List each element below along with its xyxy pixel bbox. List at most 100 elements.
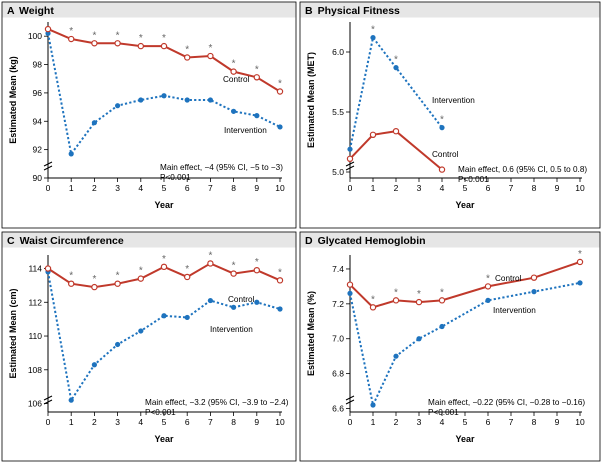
x-tick-label: 3 <box>115 183 120 193</box>
x-tick-label: 5 <box>162 183 167 193</box>
panel-header-band <box>300 2 600 18</box>
control-point <box>183 54 191 61</box>
control-point <box>392 297 400 304</box>
control-label: Control <box>228 295 255 304</box>
intervention-point <box>393 65 399 71</box>
y-tick-label: 96 <box>33 88 43 98</box>
significance-star: * <box>394 55 398 66</box>
panel-letter: B <box>305 5 313 17</box>
intervention-point <box>277 306 283 312</box>
control-point <box>207 260 214 267</box>
y-tick-label: 108 <box>28 365 42 375</box>
control-point <box>415 298 423 306</box>
main-effect-annotation: P<0.001 <box>458 175 489 184</box>
panel-title: D Glycated Hemoglobin <box>305 235 426 247</box>
intervention-point <box>115 341 121 348</box>
significance-star: * <box>440 115 444 126</box>
control-line <box>349 130 443 171</box>
x-tick-label: 7 <box>509 183 514 193</box>
axis-break-mark <box>345 395 355 405</box>
intervention-point <box>254 113 260 119</box>
x-tick-label: 5 <box>463 417 468 427</box>
panel-title-text: Physical Fitness <box>318 5 400 17</box>
x-tick-label: 4 <box>138 183 143 193</box>
intervention-point <box>531 289 537 295</box>
control-point <box>137 275 144 282</box>
y-tick-label: 5.5 <box>332 107 344 117</box>
intervention-point <box>184 314 190 321</box>
y-tick-label: 112 <box>28 297 42 307</box>
main-effect-annotation: P<0.001 <box>428 408 459 417</box>
y-tick-label: 6.0 <box>332 47 344 57</box>
x-axis-title: Year <box>455 434 475 444</box>
significance-star: * <box>232 59 236 70</box>
x-tick-label: 5 <box>162 417 167 427</box>
y-axis-title: Estimated Mean (kg) <box>8 56 18 144</box>
intervention-point <box>161 313 167 319</box>
panel-header-band <box>300 232 600 248</box>
main-effect-annotation: Main effect, 0.6 (95% CI, 0.5 to 0.8) <box>458 165 587 174</box>
control-point <box>392 127 400 135</box>
intervention-point <box>115 103 121 109</box>
significance-star: * <box>208 43 212 54</box>
x-tick-label: 9 <box>555 417 560 427</box>
x-tick-label: 10 <box>275 417 285 427</box>
axis-break-mark <box>43 161 53 171</box>
intervention-point <box>347 290 353 296</box>
panel-title-text: Waist Circumference <box>20 235 124 247</box>
panel-b: B Physical Fitness 5.0 5.5 6.0 0 1 2 3 4 5 6 7 8 9 10 Ye… <box>299 1 601 229</box>
x-tick-label: 3 <box>115 417 120 427</box>
intervention-point <box>416 336 422 342</box>
significance-star: * <box>371 294 375 305</box>
panel-d: D Glycated Hemoglobin 6.6 6.8 7.0 7.2 7.4 0 1 2 3 4… <box>299 231 601 462</box>
x-tick-label: 1 <box>69 417 74 427</box>
panel-letter: A <box>7 5 15 17</box>
significance-star: * <box>371 25 375 36</box>
x-tick-label: 10 <box>575 183 585 193</box>
control-point <box>346 155 354 162</box>
significance-star: * <box>440 287 444 298</box>
control-point <box>438 297 446 304</box>
x-tick-label: 6 <box>486 183 491 193</box>
x-tick-label: 7 <box>208 417 213 427</box>
panel-header-band <box>2 232 296 248</box>
significance-star: * <box>278 78 282 89</box>
x-tick-label: 8 <box>532 183 537 193</box>
control-point <box>91 40 98 47</box>
y-tick-label: 7.0 <box>332 334 344 344</box>
y-tick-label: 6.8 <box>332 369 344 379</box>
x-tick-label: 0 <box>348 183 353 193</box>
x-axis-title: Year <box>455 200 475 210</box>
significance-star: * <box>69 271 73 282</box>
intervention-point <box>68 397 74 403</box>
intervention-label: Intervention <box>432 96 475 105</box>
control-point <box>114 280 121 287</box>
control-point <box>576 258 584 266</box>
intervention-point <box>577 280 583 286</box>
intervention-point <box>439 323 445 330</box>
control-point <box>91 283 98 291</box>
intervention-label: Intervention <box>493 306 536 315</box>
x-tick-label: 6 <box>185 417 190 427</box>
axis-break-mark <box>345 161 355 171</box>
intervention-point <box>138 97 144 103</box>
x-tick-label: 0 <box>46 183 51 193</box>
x-tick-label: 4 <box>440 417 445 427</box>
x-tick-label: 2 <box>92 183 97 193</box>
x-tick-label: 9 <box>555 183 560 193</box>
significance-star: * <box>116 30 120 41</box>
x-tick-label: 9 <box>254 417 259 427</box>
significance-star: * <box>92 30 96 41</box>
panel-header-band <box>2 2 296 18</box>
y-tick-label: 100 <box>28 31 42 41</box>
main-effect-annotation: P<0.001 <box>160 173 191 182</box>
x-tick-label: 2 <box>92 417 97 427</box>
main-effect-annotation: Main effect, −0.22 (95% CI, −0.28 to −0.… <box>428 398 585 407</box>
control-point <box>230 270 237 277</box>
significance-star: * <box>255 64 259 75</box>
control-point <box>114 40 121 47</box>
panel-title-text: Weight <box>19 5 54 17</box>
